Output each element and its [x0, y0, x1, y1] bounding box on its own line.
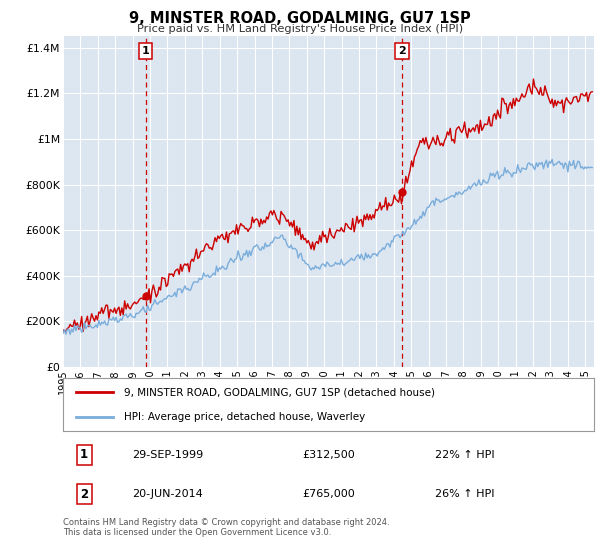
Text: Contains HM Land Registry data © Crown copyright and database right 2024.
This d: Contains HM Land Registry data © Crown c… [63, 518, 389, 538]
Text: 29-SEP-1999: 29-SEP-1999 [132, 450, 203, 460]
Text: 2: 2 [80, 488, 88, 501]
Text: 22% ↑ HPI: 22% ↑ HPI [434, 450, 494, 460]
Text: Price paid vs. HM Land Registry's House Price Index (HPI): Price paid vs. HM Land Registry's House … [137, 24, 463, 34]
Text: 1: 1 [80, 449, 88, 461]
Text: 26% ↑ HPI: 26% ↑ HPI [434, 489, 494, 499]
Text: 1: 1 [142, 46, 149, 56]
Text: £312,500: £312,500 [302, 450, 355, 460]
Text: £765,000: £765,000 [302, 489, 355, 499]
Text: HPI: Average price, detached house, Waverley: HPI: Average price, detached house, Wave… [124, 412, 365, 422]
Text: 20-JUN-2014: 20-JUN-2014 [132, 489, 203, 499]
Text: 9, MINSTER ROAD, GODALMING, GU7 1SP: 9, MINSTER ROAD, GODALMING, GU7 1SP [129, 11, 471, 26]
Text: 9, MINSTER ROAD, GODALMING, GU7 1SP (detached house): 9, MINSTER ROAD, GODALMING, GU7 1SP (det… [124, 388, 435, 398]
Text: 2: 2 [398, 46, 406, 56]
